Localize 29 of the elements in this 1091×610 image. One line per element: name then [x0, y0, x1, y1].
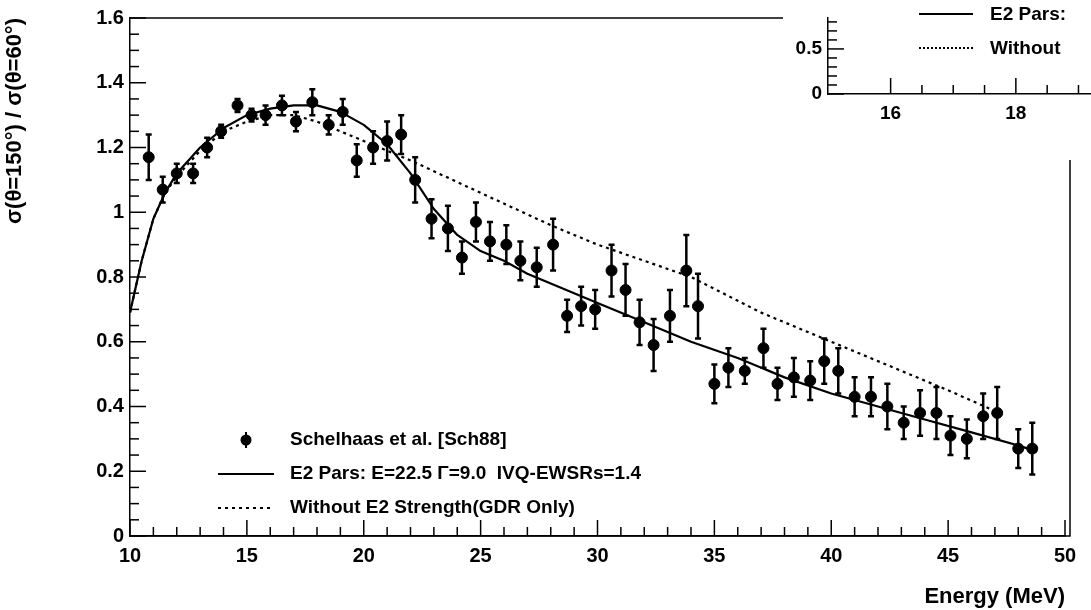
x-tick-label: 15 [235, 543, 258, 566]
annotation: E2 Pars: [990, 3, 1067, 25]
y-tick-label: 1 [112, 199, 124, 222]
y-tick-label: 0 [112, 523, 124, 546]
x-tick-label: 40 [820, 543, 843, 566]
y-tick-label: 1.6 [96, 5, 124, 28]
x-tick-label: 16 [880, 101, 902, 123]
x-tick-label: 45 [937, 543, 960, 566]
y-tick-label: 0.4 [96, 394, 125, 417]
y-axis-title: σ(θ=150°) / σ(θ=60°) [1, 18, 27, 224]
y-tick-label: 0.2 [96, 458, 124, 481]
y-tick-label: 0.6 [96, 329, 124, 352]
y-tick-label: 1.2 [96, 135, 124, 158]
x-tick-label: 20 [352, 543, 375, 566]
x-tick-label: 50 [1053, 543, 1077, 566]
annotation: Without [990, 37, 1061, 59]
x-tick-label: 35 [703, 543, 726, 566]
x-axis-title: Energy (MeV) [924, 582, 1065, 608]
x-tick-label: 30 [586, 543, 609, 566]
y-tick-label: 0 [811, 82, 822, 104]
y-tick-label: 1.4 [96, 70, 125, 93]
y-tick-label: 0.5 [795, 37, 823, 59]
x-tick-label: 25 [469, 543, 492, 566]
legend-label: E2 Pars: E=22.5 Γ=9.0 IVQ-EWSRs=1.4 [290, 462, 642, 484]
legend-label: Schelhaas et al. [Sch88] [290, 428, 507, 450]
y-tick-label: 0.8 [96, 264, 124, 287]
x-tick-label: 18 [1005, 101, 1027, 123]
x-tick-label: 10 [118, 543, 142, 566]
legend-label: Without E2 Strength(GDR Only) [290, 496, 575, 518]
